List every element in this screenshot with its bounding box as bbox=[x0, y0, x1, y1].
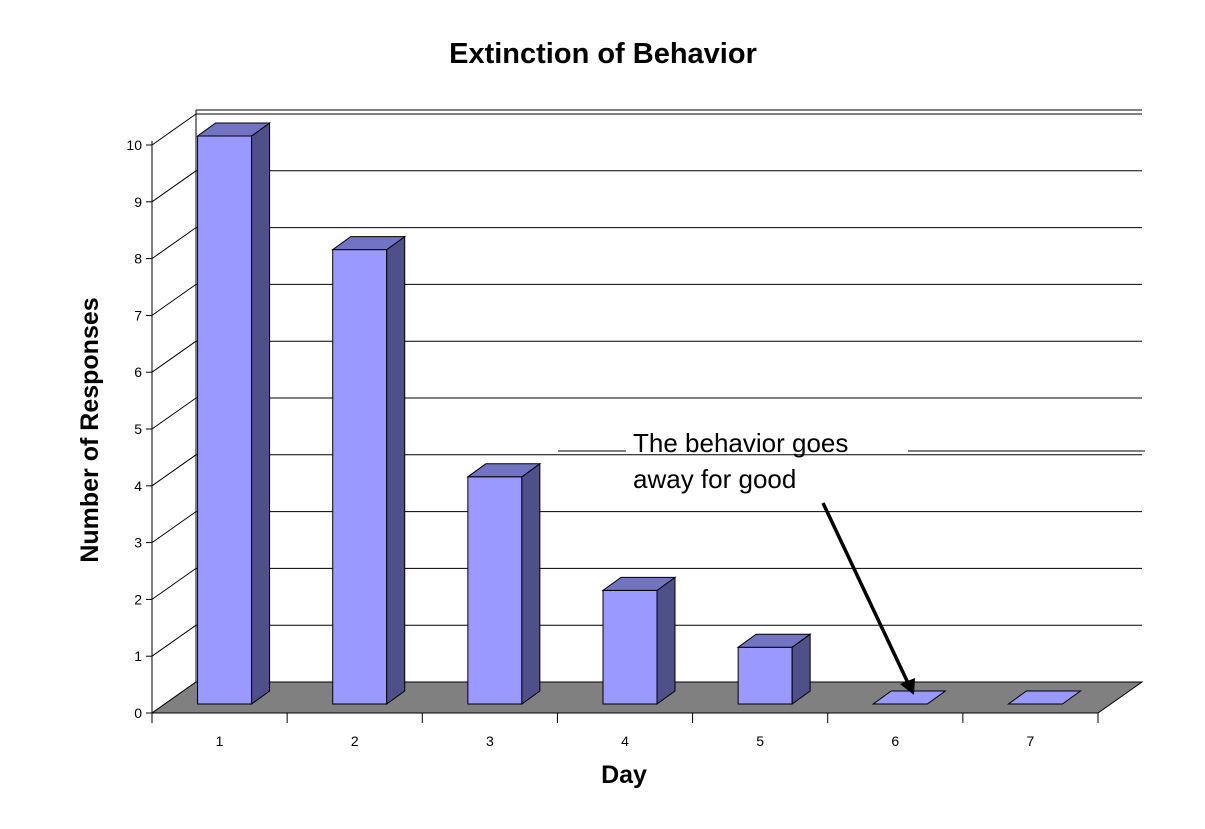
bar-front-5 bbox=[737, 646, 793, 705]
y-tick-label-0: 0 bbox=[134, 705, 142, 721]
y-tick-label-5: 5 bbox=[134, 421, 142, 437]
annotation-line-1: The behavior goes bbox=[633, 428, 848, 458]
bar-top-5 bbox=[736, 633, 812, 648]
gridline-side-8 bbox=[151, 227, 197, 260]
y-tick-label-1: 1 bbox=[134, 648, 142, 664]
bar-top-1 bbox=[196, 122, 272, 137]
bar-side-2 bbox=[386, 235, 406, 705]
y-tick-label-10: 10 bbox=[126, 137, 142, 153]
y-tick-label-2: 2 bbox=[134, 591, 142, 607]
bar-2 bbox=[331, 235, 407, 705]
y-tick-label-9: 9 bbox=[134, 194, 142, 210]
x-tick-label-5: 5 bbox=[756, 733, 764, 749]
y-tick-label-7: 7 bbox=[134, 307, 142, 323]
bar-side-3 bbox=[521, 462, 541, 705]
x-axis: 1 2 3 4 5 6 7 bbox=[151, 712, 1099, 749]
x-tick-label-2: 2 bbox=[351, 733, 359, 749]
gridline-side-10 bbox=[151, 113, 197, 146]
bar-front-4 bbox=[602, 589, 658, 705]
y-axis: 0 1 2 3 4 5 6 7 8 9 10 bbox=[126, 137, 153, 721]
x-tick-label-3: 3 bbox=[486, 733, 494, 749]
x-tick-label-7: 7 bbox=[1027, 733, 1035, 749]
gridline-side-7 bbox=[151, 283, 197, 316]
bar-1 bbox=[196, 122, 272, 705]
x-tick-label-6: 6 bbox=[891, 733, 899, 749]
gridline-side-6 bbox=[151, 340, 197, 373]
bar-front-1 bbox=[197, 135, 253, 705]
annotation-arrow bbox=[821, 502, 910, 684]
bar-7 bbox=[1006, 690, 1082, 705]
gridline-side-9 bbox=[151, 170, 197, 203]
annotation-arrowhead bbox=[900, 678, 915, 695]
y-tick-label-3: 3 bbox=[134, 535, 142, 551]
y-tick-label-8: 8 bbox=[134, 251, 142, 267]
bar-4 bbox=[601, 576, 677, 705]
bar-5 bbox=[736, 633, 812, 705]
gridline-side-4 bbox=[151, 454, 197, 487]
bar-front-3 bbox=[467, 476, 523, 705]
bar-top-2 bbox=[331, 236, 407, 251]
bars bbox=[196, 122, 1082, 705]
x-tick-label-4: 4 bbox=[621, 733, 629, 749]
x-axis-title: Day bbox=[601, 761, 647, 789]
bar-top-6 bbox=[871, 690, 947, 705]
annotation-line-2: away for good bbox=[633, 464, 796, 494]
y-tick-label-6: 6 bbox=[134, 364, 142, 380]
y-tick-label-4: 4 bbox=[134, 478, 142, 494]
bar-front-2 bbox=[332, 249, 388, 705]
y-axis-title: Number of Responses bbox=[76, 297, 104, 562]
x-tick-label-1: 1 bbox=[216, 733, 224, 749]
bar-top-7 bbox=[1006, 690, 1082, 705]
bar-side-4 bbox=[656, 576, 676, 705]
gridline-side-3 bbox=[151, 511, 197, 544]
gridline-side-2 bbox=[151, 567, 197, 600]
gridline-side-5 bbox=[151, 397, 197, 430]
bar-6 bbox=[871, 690, 947, 705]
bar-top-3 bbox=[466, 463, 542, 478]
bar-3 bbox=[466, 462, 542, 705]
gridline-side-1 bbox=[151, 624, 197, 657]
bar-side-1 bbox=[251, 122, 271, 705]
chart-title: Extinction of Behavior bbox=[449, 38, 757, 70]
bar-top-4 bbox=[601, 576, 677, 591]
annotation: The behavior goes away for good bbox=[558, 428, 1145, 695]
